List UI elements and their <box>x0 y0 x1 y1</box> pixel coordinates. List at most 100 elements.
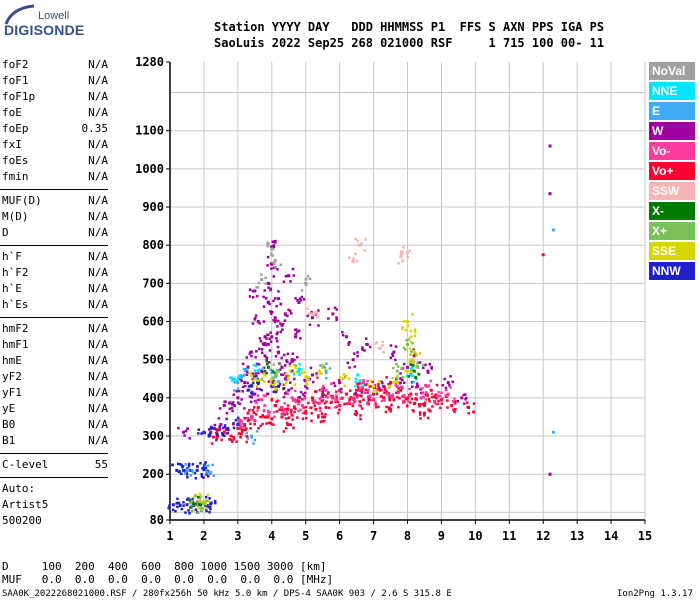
data-point-vo- <box>275 410 279 413</box>
x-tick-label: 15 <box>638 529 652 543</box>
data-point-sse <box>315 374 318 378</box>
data-point-w <box>266 255 270 259</box>
data-point-w <box>261 342 265 345</box>
data-point-w <box>275 339 279 343</box>
data-point-vo- <box>321 387 324 391</box>
data-point-w <box>295 399 299 402</box>
data-point-nnw <box>184 511 187 514</box>
data-point-vo- <box>215 437 219 440</box>
data-point-x- <box>201 501 204 505</box>
y-tick-label: 1000 <box>135 162 164 176</box>
data-point-vo- <box>433 395 437 399</box>
data-point-w <box>446 381 450 385</box>
data-point-vo- <box>324 395 328 399</box>
data-point-vo- <box>297 409 300 413</box>
data-point-sse <box>411 360 415 364</box>
data-point-vo- <box>323 402 327 405</box>
data-point-sse <box>338 376 342 379</box>
data-point-w <box>258 337 262 340</box>
data-point-vo- <box>408 394 412 398</box>
data-point-w <box>273 320 277 324</box>
data-point-vo- <box>236 426 240 430</box>
data-point-w <box>282 280 286 283</box>
data-point-x- <box>272 363 276 366</box>
data-point-x- <box>197 495 200 499</box>
data-point-w <box>426 369 430 373</box>
legend-item-x-: X- <box>649 202 695 220</box>
data-point-vo- <box>397 387 400 390</box>
data-point-w <box>268 349 272 352</box>
data-point-vo- <box>286 423 289 426</box>
param-value: N/A <box>88 386 108 399</box>
data-point-vo- <box>421 387 424 390</box>
data-point-w <box>238 402 241 406</box>
data-point-sse <box>303 370 307 374</box>
data-point-noval <box>270 252 273 255</box>
data-point-vo- <box>239 426 242 430</box>
data-point-w <box>250 354 253 358</box>
data-point-vo- <box>444 388 448 392</box>
data-point-w <box>253 399 257 403</box>
data-point-sse <box>193 495 196 499</box>
data-point-nnw <box>282 386 286 390</box>
data-point-x- <box>196 501 199 505</box>
data-point-w <box>424 363 427 367</box>
x-tick-label: 8 <box>404 529 411 543</box>
param-name: h`F2 <box>2 266 29 279</box>
data-point-nnw <box>176 497 179 501</box>
data-point-x- <box>194 494 198 498</box>
data-point-nne <box>229 376 232 380</box>
data-point-vo- <box>320 412 324 415</box>
data-point-w <box>297 329 301 332</box>
data-point-vo- <box>384 410 388 414</box>
data-point-vo- <box>264 416 268 419</box>
data-point-vo- <box>345 402 349 405</box>
data-point-vo- <box>424 398 428 401</box>
data-point-w <box>249 400 253 404</box>
data-point-ssw <box>401 251 404 254</box>
data-point-ssw <box>400 250 403 253</box>
data-point-w <box>283 377 287 381</box>
data-point-vo- <box>349 395 353 399</box>
data-point-w <box>235 390 238 393</box>
data-point-nnw <box>212 426 216 430</box>
data-point-vo- <box>251 408 255 412</box>
data-point-w <box>464 398 467 401</box>
data-point-ssw <box>375 341 379 344</box>
footer-file-info: SAA0K_2022268021000.RSF / 280fx256h 50 k… <box>2 589 452 599</box>
data-point-w <box>335 308 339 311</box>
data-point-w <box>463 402 466 405</box>
data-point-vo- <box>389 407 393 411</box>
data-point-nnw <box>180 507 184 511</box>
data-point-vo- <box>466 405 469 409</box>
data-point-e <box>240 376 243 380</box>
data-point-vo- <box>388 397 392 401</box>
data-point-vo- <box>374 406 378 409</box>
data-point-w <box>341 333 345 337</box>
data-point-vo- <box>389 410 392 413</box>
data-point-vo- <box>368 394 372 398</box>
data-point-ssw <box>308 311 311 315</box>
data-point-vo- <box>391 395 395 399</box>
data-point-nnw <box>209 507 212 511</box>
data-point-ssw <box>313 313 316 316</box>
data-point-w <box>414 352 417 356</box>
data-point-noval <box>304 281 308 285</box>
data-point-vo- <box>291 418 294 421</box>
data-point-w <box>306 387 309 390</box>
param-row-g1-3: foE N/A <box>2 106 108 122</box>
data-point-noval <box>260 278 264 282</box>
data-point-vo- <box>340 396 344 400</box>
data-point-w <box>273 316 277 320</box>
x-tick-label: 12 <box>536 529 550 543</box>
data-point-w <box>272 245 276 249</box>
data-point-vo- <box>210 442 214 445</box>
data-point-vo- <box>265 422 268 425</box>
data-point-vo- <box>420 396 424 400</box>
data-point-vo- <box>410 397 414 401</box>
data-point-vo- <box>453 402 457 405</box>
data-point-sse <box>286 377 290 381</box>
data-point-vo- <box>239 432 243 436</box>
y-tick-label: 1100 <box>135 124 164 138</box>
data-point-vo- <box>289 410 293 414</box>
